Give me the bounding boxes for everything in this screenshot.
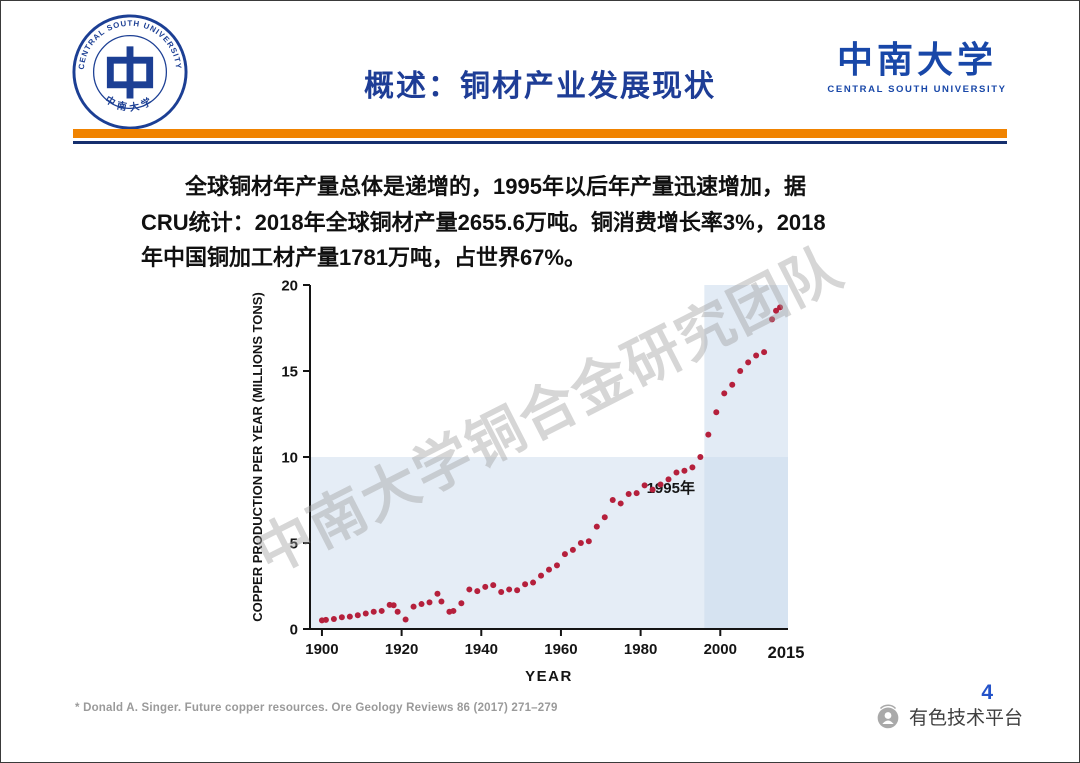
svg-text:YEAR: YEAR — [525, 668, 573, 685]
page-number: 4 — [981, 681, 993, 704]
svg-text:1940: 1940 — [465, 641, 498, 658]
svg-text:20: 20 — [281, 278, 298, 295]
svg-text:1960: 1960 — [544, 641, 577, 658]
body-paragraph-line: CRU统计：2018年全球铜材产量2655.6万吨。铜消费增长率3%，2018 — [141, 209, 826, 235]
header-rule-orange — [73, 129, 1007, 138]
svg-text:5: 5 — [290, 536, 298, 553]
svg-text:2015: 2015 — [768, 644, 805, 662]
citation-text: * Donald A. Singer. Future copper resour… — [75, 702, 558, 714]
csu-wordmark-english: CENTRAL SOUTH UNIVERSITY — [827, 83, 1007, 95]
platform-logo-icon — [872, 701, 904, 731]
header-rule-navy — [73, 141, 1007, 144]
svg-text:COPPER PRODUCTION PER YEAR (MI: COPPER PRODUCTION PER YEAR (MILLIONS TON… — [250, 292, 265, 622]
svg-text:0: 0 — [290, 622, 298, 639]
platform-label: 有色技术平台 — [908, 707, 1023, 729]
platform-watermark: 有色技术平台 — [872, 701, 1023, 731]
csu-seal-logo: CENTRAL SOUTH UNIVERSITY 中南大学 — [71, 13, 189, 131]
body-paragraph-line: 年中国铜加工材产量1781万吨，占世界67%。 — [141, 245, 586, 271]
csu-seal-icon: CENTRAL SOUTH UNIVERSITY 中南大学 — [72, 14, 188, 130]
copper-production-chart: 1900 1920 1940 1960 1980 2000 0 5 10 15 20 2015 YEAR… — [246, 277, 806, 689]
csu-wordmark-chinese: 中南大学 — [836, 40, 997, 80]
csu-wordmark-logo: 中南大学 CENTRAL SOUTH UNIVERSITY — [817, 40, 1017, 95]
svg-text:15: 15 — [281, 364, 298, 381]
body-paragraph-line: 全球铜材年产量总体是递增的，1995年以后年产量迅速增加，据 — [185, 174, 806, 199]
svg-text:1980: 1980 — [624, 641, 657, 658]
seal-emblem — [106, 46, 154, 99]
slide-title: 概述：铜材产业发展现状 — [364, 70, 716, 103]
body-paragraph: 全球铜材年产量总体是递增的，1995年以后年产量迅速增加，据 CRU统计：201… — [141, 169, 941, 276]
svg-text:1920: 1920 — [385, 641, 418, 658]
svg-text:2000: 2000 — [704, 641, 737, 658]
svg-text:1900: 1900 — [305, 641, 338, 658]
svg-text:10: 10 — [281, 450, 298, 467]
